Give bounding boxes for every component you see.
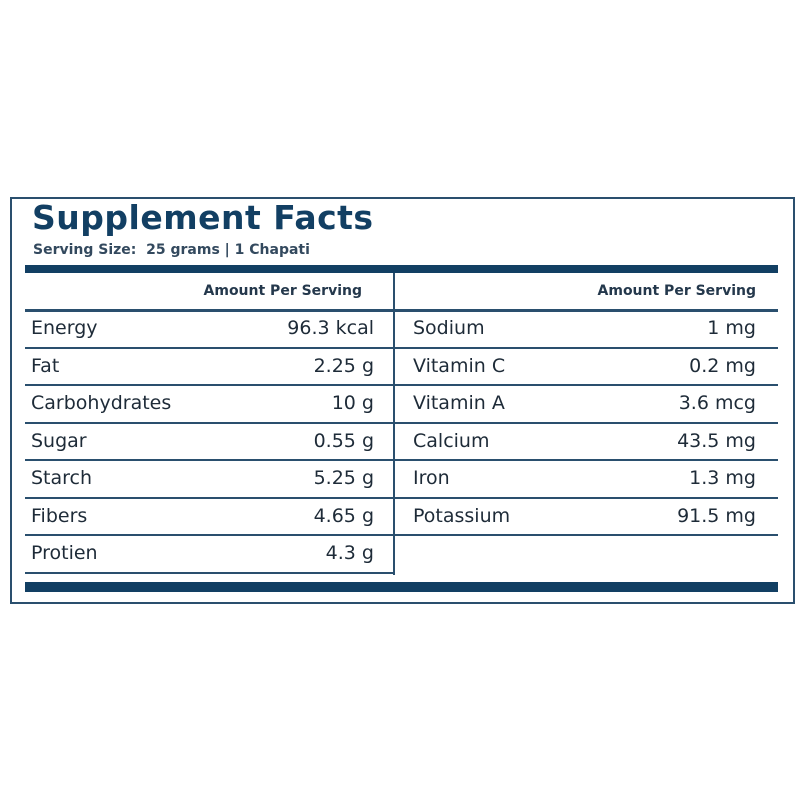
row-rule xyxy=(394,421,778,424)
nutrient-name: Carbohydrates xyxy=(31,392,172,414)
header-rule xyxy=(25,309,394,312)
nutrient-name: Energy xyxy=(31,317,98,339)
nutrient-amount: 0.2 mg xyxy=(689,354,756,377)
row-rule xyxy=(25,571,394,574)
nutrient-amount: 43.5 mg xyxy=(677,429,756,452)
nutrient-name: Fat xyxy=(31,354,60,377)
nutrient-name: Starch xyxy=(31,467,93,489)
header-rule xyxy=(394,309,778,312)
top-bar xyxy=(25,265,778,273)
nutrient-name: Vitamin A xyxy=(413,392,505,414)
nutrient-amount: 4.65 g xyxy=(313,504,374,527)
bottom-bar xyxy=(25,582,778,592)
nutrient-name: Sugar xyxy=(31,429,87,452)
row-rule xyxy=(25,421,394,424)
nutrient-amount: 0.55 g xyxy=(313,429,374,452)
row-rule xyxy=(25,459,394,461)
nutrient-name: Protien xyxy=(31,542,98,564)
row-rule xyxy=(394,459,778,461)
nutrient-amount: 1 mg xyxy=(707,317,756,339)
nutrient-amount: 5.25 g xyxy=(313,467,374,489)
column-header: Amount Per Serving xyxy=(597,283,756,299)
title: Supplement Facts xyxy=(32,198,374,237)
nutrient-amount: 2.25 g xyxy=(313,354,374,377)
nutrient-name: Iron xyxy=(413,467,450,489)
nutrient-name: Sodium xyxy=(413,317,485,339)
column-divider xyxy=(393,273,395,575)
serving-size: Serving Size: 25 grams | 1 Chapati xyxy=(33,242,310,258)
nutrient-amount: 10 g xyxy=(331,392,374,414)
row-rule xyxy=(25,346,394,349)
nutrient-name: Vitamin C xyxy=(413,354,506,377)
row-rule xyxy=(25,384,394,386)
row-rule xyxy=(394,384,778,386)
nutrient-name: Potassium xyxy=(413,504,511,527)
nutrient-name: Calcium xyxy=(413,429,490,452)
column-header: Amount Per Serving xyxy=(203,283,362,299)
nutrient-amount: 3.6 mcg xyxy=(678,392,756,414)
row-rule xyxy=(25,496,394,499)
row-rule xyxy=(25,534,394,536)
nutrient-amount: 96.3 kcal xyxy=(287,317,374,339)
row-rule xyxy=(394,534,778,536)
row-rule xyxy=(394,496,778,499)
nutrient-amount: 91.5 mg xyxy=(677,504,756,527)
nutrient-name: Fibers xyxy=(31,504,88,527)
panel-border xyxy=(10,197,795,604)
nutrient-amount: 1.3 mg xyxy=(689,467,756,489)
nutrient-amount: 4.3 g xyxy=(325,542,374,564)
row-rule xyxy=(394,346,778,349)
